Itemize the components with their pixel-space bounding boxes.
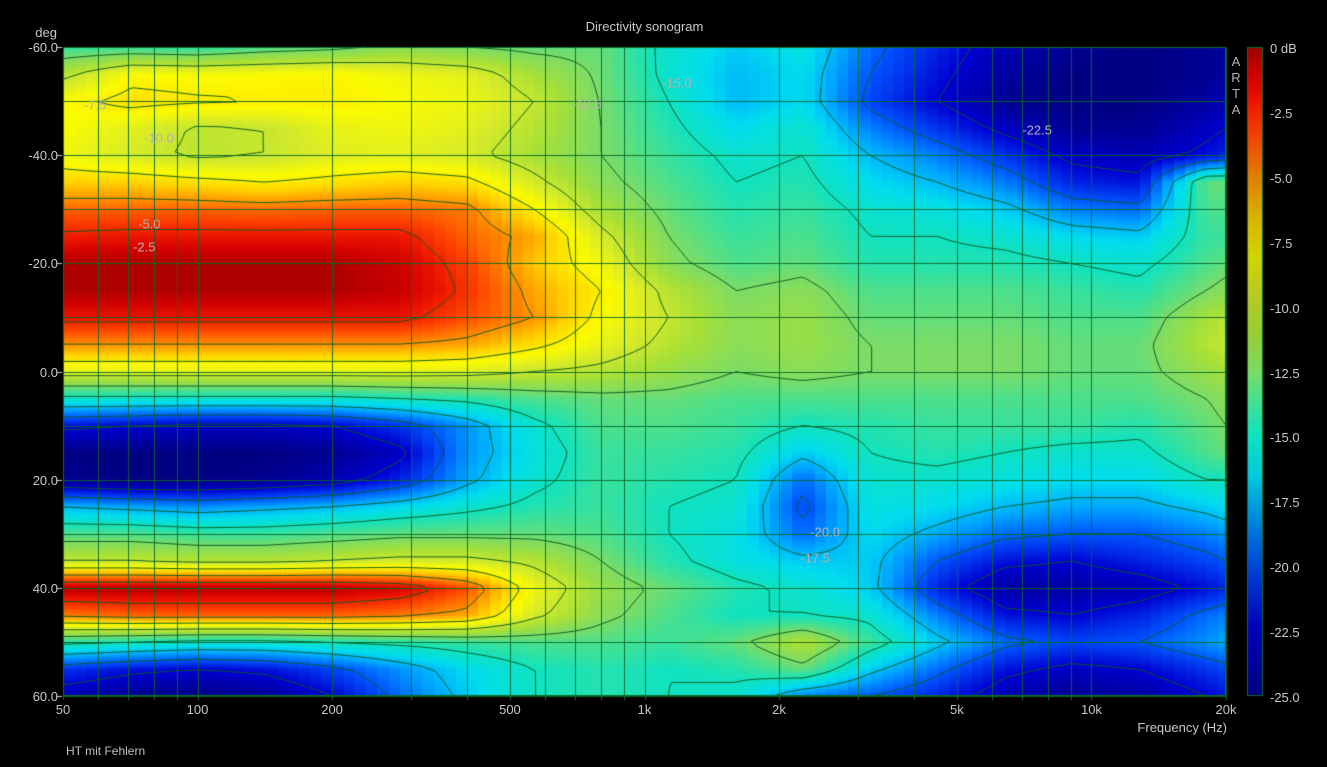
arta-watermark: A R T A [1231, 54, 1241, 117]
x-tick-label: 500 [499, 702, 521, 717]
measurement-note: HT mit Fehlern [66, 744, 146, 758]
contour-label: -12.5 [572, 96, 602, 112]
contour-label: -17.5 [800, 550, 830, 566]
y-tick-label: 0.0 [39, 364, 58, 380]
contour-label: -10.0 [144, 130, 174, 146]
colorbar-tick-label: -20.0 [1270, 560, 1300, 576]
colorbar-tick-label: -10.0 [1270, 300, 1300, 316]
x-tick-label: 50 [55, 702, 71, 717]
contour-label: -22.5 [1022, 122, 1052, 138]
x-tick-label: 1k [637, 702, 652, 717]
x-tick-label: 100 [186, 702, 209, 717]
contour-label: -15.0 [662, 75, 692, 91]
colorbar-tick-label: -7.5 [1270, 235, 1293, 251]
colorbar-tick-label: -12.5 [1270, 365, 1300, 381]
colorbar-tick-label: -5.0 [1270, 170, 1293, 186]
x-tick-label: 20k [1215, 702, 1237, 717]
colorbar-tick-label: -25.0 [1270, 690, 1300, 705]
colorbar-tick-label: -15.0 [1270, 430, 1300, 446]
colorbar-tick-label: -2.5 [1270, 105, 1293, 121]
x-tick-label: 200 [321, 702, 343, 717]
contour-label: -7.5 [83, 97, 107, 113]
x-tick-label: 10k [1080, 702, 1102, 717]
colorbar-tick-label: 0 dB [1270, 41, 1297, 56]
x-axis-label: Frequency (Hz) [1137, 720, 1227, 735]
chart-title: Directivity sonogram [585, 19, 704, 34]
x-tick-label: 2k [772, 702, 786, 717]
colorbar-tick-label: -17.5 [1270, 495, 1300, 511]
y-tick-label: -60.0 [28, 40, 58, 55]
y-tick-label: 20.0 [32, 472, 58, 488]
contour-label: -2.5 [133, 239, 156, 255]
y-tick-label: 40.0 [32, 580, 58, 596]
contour-label: -20.0 [810, 524, 840, 540]
contour-label: -5.0 [138, 216, 161, 232]
y-tick-label: -20.0 [28, 256, 58, 272]
y-axis-unit-label: deg [35, 25, 57, 40]
y-tick-label: 60.0 [32, 689, 58, 704]
y-tick-label: -40.0 [28, 148, 58, 164]
colorbar-tick-label: -22.5 [1270, 625, 1300, 641]
x-tick-label: 5k [950, 702, 964, 717]
